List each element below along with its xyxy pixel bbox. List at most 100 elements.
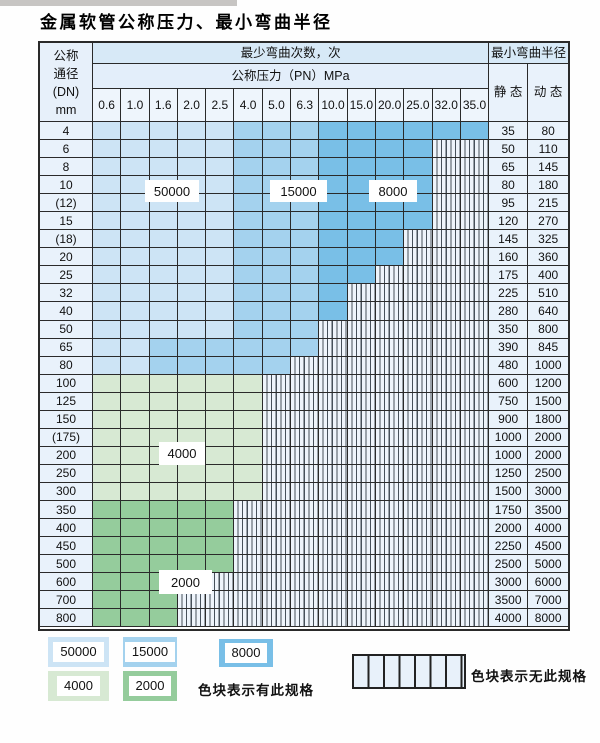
static-radius-cell: 3000 bbox=[489, 573, 529, 592]
no-spec-cell bbox=[347, 537, 376, 556]
spec-cell-b3 bbox=[375, 230, 405, 249]
legend-no-spec-text: 色块表示无此规格 bbox=[471, 669, 587, 684]
no-spec-cell bbox=[375, 410, 405, 429]
spec-cell-b2 bbox=[262, 248, 292, 267]
dn-header-line: 公称 bbox=[53, 49, 79, 63]
no-spec-cell bbox=[375, 500, 405, 520]
no-spec-cell bbox=[432, 500, 461, 520]
no-spec-cell bbox=[206, 591, 235, 610]
static-radius-cell: 600 bbox=[489, 374, 529, 393]
spec-cell-g1 bbox=[121, 392, 150, 411]
no-spec-cell bbox=[460, 338, 490, 357]
no-spec-cell bbox=[460, 392, 490, 411]
spec-cell-b1 bbox=[206, 230, 235, 249]
no-spec-cell bbox=[206, 573, 235, 592]
spec-cell-b2 bbox=[262, 320, 292, 339]
spec-cell-b2 bbox=[234, 248, 263, 267]
pressure-tick-0.6: 0.6 bbox=[93, 89, 122, 122]
pressure-tick-35.0: 35.0 bbox=[460, 89, 490, 122]
spec-cell-b3 bbox=[319, 284, 348, 303]
static-radius-cell: 1750 bbox=[489, 500, 529, 520]
static-radius-cell: 4000 bbox=[489, 609, 529, 628]
no-spec-cell bbox=[460, 500, 490, 520]
spec-cell-b2 bbox=[262, 266, 292, 285]
dn-cell: 800 bbox=[40, 609, 93, 628]
spec-cell-b1 bbox=[121, 320, 150, 339]
no-spec-cell bbox=[262, 464, 292, 483]
no-spec-cell bbox=[319, 519, 348, 538]
no-spec-cell bbox=[375, 555, 405, 574]
no-spec-cell bbox=[404, 248, 433, 267]
spec-cell-b2 bbox=[206, 338, 235, 357]
legend-no-spec-swatch bbox=[352, 654, 466, 689]
no-spec-cell bbox=[375, 519, 405, 538]
dn-cell: 32 bbox=[40, 284, 93, 303]
no-spec-cell bbox=[319, 374, 348, 393]
spec-cell-b1 bbox=[121, 158, 150, 177]
no-spec-cell bbox=[432, 555, 461, 574]
spec-table-grid: 公称 通径 (DN) mm 最少弯曲次数，次 最小弯曲半径 公称压力（PN）MP… bbox=[40, 43, 570, 629]
dynamic-radius-cell: 80 bbox=[528, 122, 570, 141]
spec-cell-g2 bbox=[121, 537, 150, 556]
no-spec-cell bbox=[375, 464, 405, 483]
spec-cell-b1 bbox=[149, 122, 178, 141]
static-radius-cell: 95 bbox=[489, 194, 529, 213]
no-spec-cell bbox=[404, 464, 433, 483]
spec-cell-g1 bbox=[149, 392, 178, 411]
dynamic-radius-cell: 6000 bbox=[528, 573, 570, 592]
no-spec-cell bbox=[375, 591, 405, 610]
no-spec-cell bbox=[404, 320, 433, 339]
spec-cell-b1 bbox=[121, 284, 150, 303]
no-spec-cell bbox=[347, 482, 376, 501]
legend-swatch-15000: 15000 bbox=[123, 637, 177, 667]
no-spec-cell bbox=[319, 591, 348, 610]
no-spec-cell bbox=[460, 140, 490, 159]
dynamic-radius-cell: 270 bbox=[528, 212, 570, 231]
spec-cell-g1 bbox=[206, 410, 235, 429]
spec-cell-b1 bbox=[149, 302, 178, 321]
no-spec-cell bbox=[262, 392, 292, 411]
dn-cell: 6 bbox=[40, 140, 93, 159]
no-spec-cell bbox=[234, 500, 263, 520]
no-spec-cell bbox=[460, 320, 490, 339]
spec-cell-g2 bbox=[149, 537, 178, 556]
no-spec-cell bbox=[234, 609, 263, 628]
dn-cell: 300 bbox=[40, 482, 93, 501]
spec-cell-b2 bbox=[291, 248, 320, 267]
spec-cell-b1 bbox=[149, 158, 178, 177]
dn-cell: 500 bbox=[40, 555, 93, 574]
cycle-count-label-15000: 15000 bbox=[270, 180, 327, 202]
spec-cell-b3 bbox=[432, 122, 461, 141]
no-spec-cell bbox=[432, 212, 461, 231]
spec-cell-b2 bbox=[234, 230, 263, 249]
no-spec-cell bbox=[404, 392, 433, 411]
spec-cell-b1 bbox=[177, 158, 207, 177]
no-spec-cell bbox=[404, 609, 433, 628]
spec-cell-b3 bbox=[375, 122, 405, 141]
static-radius-cell: 1000 bbox=[489, 428, 529, 447]
no-spec-cell bbox=[404, 410, 433, 429]
dn-cell: 125 bbox=[40, 392, 93, 411]
spec-cell-b1 bbox=[206, 122, 235, 141]
spec-cell-b2 bbox=[262, 356, 292, 375]
spec-cell-g2 bbox=[149, 609, 178, 628]
dn-cell: (175) bbox=[40, 428, 93, 447]
no-spec-cell bbox=[432, 284, 461, 303]
dn-cell: 50 bbox=[40, 320, 93, 339]
no-spec-cell bbox=[460, 266, 490, 285]
no-spec-cell bbox=[432, 338, 461, 357]
spec-cell-b2 bbox=[262, 284, 292, 303]
spec-cell-g2 bbox=[93, 573, 122, 592]
static-column-header: 静 态 bbox=[489, 64, 529, 122]
no-spec-cell bbox=[319, 573, 348, 592]
spec-cell-b2 bbox=[291, 212, 320, 231]
dn-cell: 150 bbox=[40, 410, 93, 429]
dn-cell: (18) bbox=[40, 230, 93, 249]
spec-cell-b2 bbox=[291, 266, 320, 285]
pressure-tick-25.0: 25.0 bbox=[404, 89, 433, 122]
dn-header-line: mm bbox=[55, 103, 77, 117]
dynamic-radius-cell: 5000 bbox=[528, 555, 570, 574]
no-spec-cell bbox=[404, 482, 433, 501]
static-radius-cell: 350 bbox=[489, 320, 529, 339]
no-spec-cell bbox=[404, 519, 433, 538]
